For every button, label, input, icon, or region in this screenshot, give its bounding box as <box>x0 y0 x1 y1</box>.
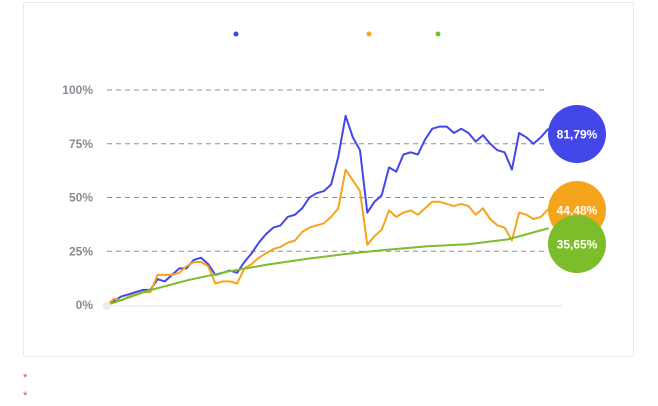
origin-dot <box>103 302 111 310</box>
end-value-bubble-1 <box>548 105 606 163</box>
legend-dot-2 <box>366 31 372 37</box>
y-tick-label: 100% <box>62 83 93 97</box>
series-line-3 <box>106 227 549 306</box>
y-tick-label: 50% <box>69 191 93 205</box>
y-tick-label: 75% <box>69 137 93 151</box>
y-tick-label: 0% <box>76 298 94 312</box>
y-tick-label: 25% <box>69 244 93 258</box>
legend-dot-1 <box>233 31 239 37</box>
series-line-2 <box>106 168 549 306</box>
end-value-label-2: 44,48% <box>557 204 598 218</box>
footnote-marker-2: * <box>23 390 28 402</box>
footnote-marker-1: * <box>23 372 28 384</box>
series-line-1 <box>106 114 549 306</box>
end-value-label-1: 81,79% <box>557 128 598 142</box>
end-value-label-3: 35,65% <box>557 238 598 252</box>
legend-dot-3 <box>435 31 441 37</box>
end-value-bubble-3 <box>548 215 606 273</box>
